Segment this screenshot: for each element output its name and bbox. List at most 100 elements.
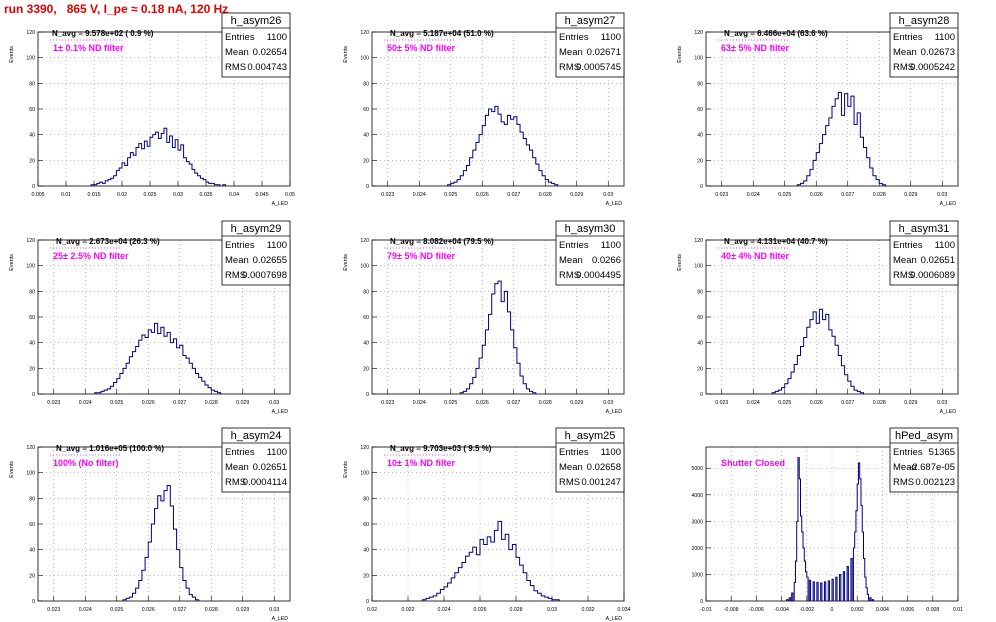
stats-box-frame [889, 427, 959, 493]
x-tick-label: -0.002 [799, 607, 814, 613]
stats-label-mean: Mean [559, 462, 583, 473]
filter-label: 100% (No filter) [53, 458, 119, 468]
y-tick-label: 100 [26, 264, 35, 270]
x-tick-label: 0.028 [539, 400, 552, 406]
histogram-title: h_asym30 [565, 223, 616, 235]
y-tick-label: 40 [29, 341, 35, 347]
stats-value-mean: 0.02651 [921, 255, 955, 266]
y-tick-label: 120 [694, 30, 703, 36]
stats-value-entries: 1100 [601, 240, 621, 251]
x-tick-label: 0.03 [269, 607, 279, 613]
stats-box-frame [221, 12, 291, 78]
y-tick-label: 0 [700, 184, 703, 190]
y-tick-label: 60 [697, 107, 703, 113]
filter-label: 10± 1% ND filter [387, 458, 455, 468]
stats-value-rms: 0.0007698 [242, 270, 287, 281]
stats-box: h_asym26 Entries 1100 Mean 0.02654 RMS 0.00474… [221, 12, 291, 78]
y-axis-label: Events [343, 46, 349, 63]
stats-box: h_asym30 Entries 1100 Mean 0.0266 RMS0.000449… [555, 220, 625, 286]
x-tick-label: 0.024 [747, 192, 760, 198]
y-tick-label: 20 [363, 158, 369, 164]
histogram-series [421, 520, 560, 601]
x-tick-label: 0.027 [507, 400, 520, 406]
navg-label: N_avg = 9.703e+03 ( 9.5 %) [390, 444, 492, 453]
histogram-pad-h_asym29: 0.023 0.024 0.025 0.026 0.027 0.028 0.029 0.03 0… [9, 220, 291, 415]
x-tick-label: -0.008 [724, 607, 739, 613]
histogram-series [122, 485, 200, 601]
stats-box: h_asym28 Entries 1100 Mean 0.02673 RMS0.00052… [889, 12, 959, 78]
x-tick-label: 0.023 [47, 607, 60, 613]
x-tick-label: 0.023 [381, 192, 394, 198]
x-tick-label: 0.025 [778, 192, 791, 198]
stats-box-frame [221, 220, 291, 286]
x-tick-label: -0.01 [700, 607, 712, 613]
histogram-pad-h_asym24: 0.023 0.024 0.025 0.026 0.027 0.028 0.029 0.03 0… [9, 427, 291, 622]
y-tick-label: 120 [360, 445, 369, 451]
navg-label: N_avg = 6.466e+04 (63.6 %) [724, 29, 828, 38]
filter-label: 40± 4% ND filter [721, 251, 789, 261]
x-tick-label: 0.02 [367, 607, 377, 613]
x-tick-label: 0.027 [173, 400, 186, 406]
histogram-title: h_asym26 [231, 15, 282, 27]
y-axis-label: Events [9, 46, 15, 63]
y-tick-label: 4000 [691, 493, 703, 499]
histogram-series [459, 280, 537, 394]
x-tick-label: 0.005 [32, 192, 45, 198]
x-tick-label: 0.025 [444, 400, 457, 406]
x-tick-label: 0.03 [937, 400, 947, 406]
y-tick-label: 60 [363, 522, 369, 528]
y-axis-label: Events [343, 461, 349, 478]
y-tick-label: 80 [697, 289, 703, 295]
stats-box-frame [889, 12, 959, 78]
histogram-title: h_asym29 [231, 223, 282, 235]
x-tick-label: 0.029 [904, 192, 917, 198]
plot-frame [705, 239, 959, 395]
stats-value-mean: 0.02655 [253, 255, 287, 266]
stats-value-entries: 1100 [935, 240, 955, 251]
stats-label-rms: RMS [893, 270, 914, 281]
x-axis-label: A_LED [940, 201, 957, 207]
x-tick-label: 0.026 [476, 192, 489, 198]
y-tick-label: 80 [29, 81, 35, 87]
y-axis-label: Events [677, 254, 683, 271]
x-tick-label: 0.008 [926, 607, 939, 613]
y-tick-label: 60 [363, 107, 369, 113]
filter-label: 25± 2.5% ND filter [53, 251, 129, 261]
x-tick-label: 0.01 [61, 192, 71, 198]
histogram-pad-h_asym28: 0.023 0.024 0.025 0.026 0.027 0.028 0.029 0.03 0… [677, 12, 959, 207]
x-axis-label: A_LED [606, 616, 623, 622]
stats-value-rms: 0.0005242 [910, 62, 955, 73]
stats-box: h_asym25 Entries 1100 Mean 0.02658 RMS 0.00124… [555, 427, 625, 493]
y-tick-label: 120 [360, 238, 369, 244]
x-tick-label: 0.004 [876, 607, 889, 613]
x-tick-label: 0.024 [79, 400, 92, 406]
y-tick-label: 120 [360, 30, 369, 36]
histogram-pad-h_asym26: 0.005 0.01 0.015 0.02 0.025 0.03 0.035 0.04 0.04… [9, 12, 295, 207]
stats-value-rms: 0.0006089 [910, 270, 955, 281]
navg-label: N_avg = 8.082e+04 (79.5 %) [390, 237, 494, 246]
x-tick-label: 0.024 [438, 607, 451, 613]
x-axis-label: A_LED [606, 409, 623, 415]
stats-value-rms: 0.004743 [247, 62, 287, 73]
stats-label-mean: Mean [893, 462, 917, 473]
stats-label-rms: RMS [225, 477, 246, 488]
stats-value-mean: -2.687e-05 [909, 462, 955, 473]
x-tick-label: 0.01 [953, 607, 963, 613]
stats-label-rms: RMS [559, 270, 580, 281]
x-tick-label: 0.028 [873, 192, 886, 198]
x-tick-label: 0.002 [851, 607, 864, 613]
y-tick-label: 80 [29, 496, 35, 502]
x-axis-label: A_LED [272, 616, 289, 622]
stats-label-entries: Entries [893, 240, 923, 251]
y-tick-label: 120 [694, 238, 703, 244]
x-tick-label: 0.05 [285, 192, 295, 198]
y-tick-label: 20 [29, 573, 35, 579]
y-tick-label: 100 [360, 56, 369, 62]
run-title: run 3390, 865 V, I_pe ≈ 0.18 nA, 120 Hz [4, 2, 229, 16]
y-tick-label: 80 [363, 289, 369, 295]
y-tick-label: 60 [29, 315, 35, 321]
x-tick-label: 0.027 [841, 400, 854, 406]
y-tick-label: 0 [366, 392, 369, 398]
navg-label: N_avg = 1.016e+05 (100.0 %) [56, 444, 164, 453]
y-tick-label: 120 [26, 445, 35, 451]
